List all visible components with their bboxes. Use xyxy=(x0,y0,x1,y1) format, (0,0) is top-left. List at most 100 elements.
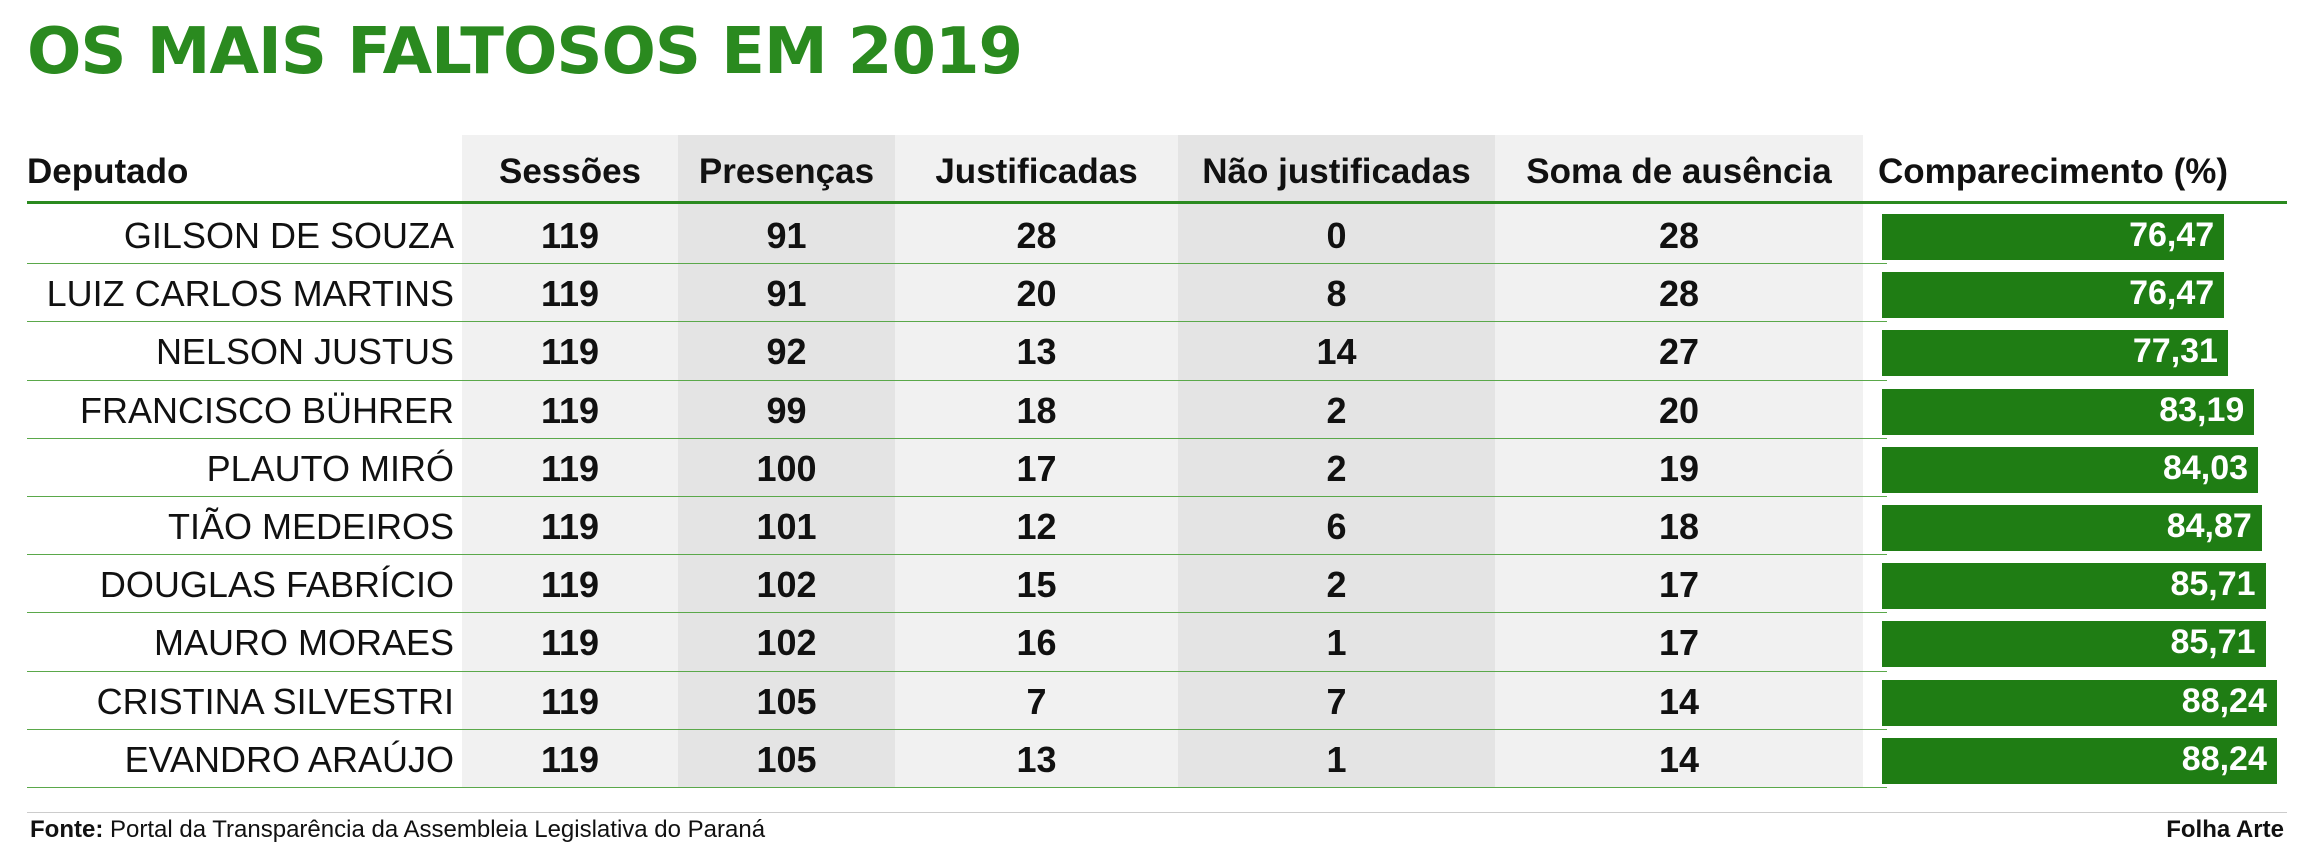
cell-justificadas: 7 xyxy=(1026,680,1047,722)
cell-soma-ausencia: 18 xyxy=(1658,506,1700,547)
source-text: Portal da Transparência da Assembleia Le… xyxy=(109,816,766,843)
attendance-bar xyxy=(1882,388,2255,435)
attendance-bar-label: 84,03 xyxy=(2162,448,2249,487)
attendance-bar xyxy=(1882,330,2228,377)
cell-nao-justificadas: 2 xyxy=(1326,389,1347,431)
source-note: Fonte: Portal da Transparência da Assemb… xyxy=(30,816,765,844)
row-divider xyxy=(27,670,1887,672)
row-divider xyxy=(27,263,1887,265)
row-divider xyxy=(27,612,1887,614)
attendance-bar-label: 88,24 xyxy=(2181,739,2267,778)
cell-sessoes: 119 xyxy=(540,564,600,606)
cell-presencas: 100 xyxy=(756,447,817,489)
cell-presencas: 102 xyxy=(756,622,817,664)
cell-soma-ausencia: 20 xyxy=(1658,389,1700,431)
cell-deputado: MAURO MORAES xyxy=(153,622,454,664)
cell-deputado: NELSON JUSTUS xyxy=(155,331,454,373)
cell-deputado: FRANCISCO BÜHRER xyxy=(79,389,454,431)
table-row: NELSON JUSTUS 119 92 13 14 27 77,31 xyxy=(0,322,2314,381)
cell-presencas: 91 xyxy=(766,215,807,256)
attendance-bar xyxy=(1882,737,2277,784)
cell-deputado: EVANDRO ARAÚJO xyxy=(124,738,454,780)
header-soma-ausencia: Soma de ausência xyxy=(1526,152,1832,191)
row-divider xyxy=(27,437,1887,439)
row-divider xyxy=(27,321,1887,323)
cell-justificadas: 16 xyxy=(1016,622,1057,664)
cell-presencas: 105 xyxy=(756,738,817,780)
cell-soma-ausencia: 28 xyxy=(1658,215,1700,256)
row-divider xyxy=(27,786,1887,788)
table-row: FRANCISCO BÜHRER 119 99 18 2 20 83,19 xyxy=(0,381,2314,439)
cell-deputado: DOUGLAS FABRÍCIO xyxy=(99,564,454,606)
attendance-bar xyxy=(1882,214,2225,260)
cell-sessoes: 119 xyxy=(540,738,600,780)
cell-soma-ausencia: 14 xyxy=(1658,738,1700,780)
cell-sessoes: 119 xyxy=(540,680,600,722)
cell-soma-ausencia: 17 xyxy=(1658,564,1700,606)
cell-presencas: 105 xyxy=(756,680,817,722)
table-row: MAURO MORAES 119 102 16 1 17 85,71 xyxy=(0,613,2314,672)
cell-justificadas: 12 xyxy=(1016,506,1057,547)
row-divider xyxy=(27,554,1887,556)
cell-deputado: PLAUTO MIRÓ xyxy=(206,447,454,489)
header-justificadas: Justificadas xyxy=(935,152,1138,191)
table-row: GILSON DE SOUZA 119 91 28 0 28 76,47 xyxy=(0,206,2314,265)
header-sessoes: Sessões xyxy=(498,152,642,191)
cell-deputado: LUIZ CARLOS MARTINS xyxy=(46,273,454,315)
column-shade-presences xyxy=(678,135,895,788)
header-comparecimento: Comparecimento (%) xyxy=(1878,152,2229,191)
table-row: CRISTINA SILVESTRI 119 105 7 7 14 88,24 xyxy=(0,672,2314,730)
cell-soma-ausencia: 27 xyxy=(1658,331,1700,373)
table-body: GILSON DE SOUZA 119 91 28 0 28 76,47 LUIZ CARLO… xyxy=(0,206,2314,788)
cell-sessoes: 119 xyxy=(540,331,600,373)
cell-presencas: 91 xyxy=(766,273,807,315)
attendance-bar xyxy=(1882,446,2259,493)
cell-nao-justificadas: 7 xyxy=(1326,680,1347,722)
cell-justificadas: 15 xyxy=(1016,564,1057,606)
cell-nao-justificadas: 6 xyxy=(1326,506,1347,547)
cell-deputado: CRISTINA SILVESTRI xyxy=(96,680,454,722)
cell-sessoes: 119 xyxy=(540,389,600,431)
attendance-bar-label: 85,71 xyxy=(2170,623,2256,662)
credit: Folha Arte xyxy=(2166,816,2284,843)
attendance-bar-label: 88,24 xyxy=(2181,681,2267,720)
cell-nao-justificadas: 1 xyxy=(1326,622,1347,664)
cell-nao-justificadas: 14 xyxy=(1316,331,1357,373)
attendance-bar xyxy=(1882,621,2266,668)
table-row: DOUGLAS FABRÍCIO 119 102 15 2 17 85,71 xyxy=(0,555,2314,614)
cell-nao-justificadas: 8 xyxy=(1326,273,1347,315)
cell-nao-justificadas: 1 xyxy=(1326,738,1347,780)
cell-sessoes: 119 xyxy=(540,506,600,547)
cell-nao-justificadas: 0 xyxy=(1326,215,1347,256)
attendance-bar xyxy=(1882,272,2225,319)
column-shade-unjustified xyxy=(1178,135,1495,788)
cell-presencas: 101 xyxy=(756,506,817,547)
cell-soma-ausencia: 28 xyxy=(1658,273,1700,315)
cell-soma-ausencia: 19 xyxy=(1658,447,1700,489)
cell-justificadas: 28 xyxy=(1016,215,1057,256)
cell-presencas: 92 xyxy=(766,331,807,373)
cell-presencas: 99 xyxy=(766,389,807,431)
table-row: LUIZ CARLOS MARTINS 119 91 20 8 28 76,47 xyxy=(0,264,2314,323)
header-nao-justificadas: Não justificadas xyxy=(1202,152,1471,191)
attendance-bar xyxy=(1882,505,2262,551)
cell-soma-ausencia: 14 xyxy=(1658,680,1700,722)
header-deputado: Deputado xyxy=(27,152,189,191)
attendance-bar-label: 77,31 xyxy=(2132,332,2218,371)
cell-deputado: TIÃO MEDEIROS xyxy=(167,506,454,547)
header-rule xyxy=(27,201,2287,204)
cell-justificadas: 18 xyxy=(1016,389,1057,431)
row-divider xyxy=(27,728,1887,730)
attendance-bar-label: 76,47 xyxy=(2129,274,2215,313)
cell-justificadas: 13 xyxy=(1016,738,1057,780)
attendance-bar-label: 85,71 xyxy=(2170,565,2256,604)
table-row: EVANDRO ARAÚJO 119 105 13 1 14 88,24 xyxy=(0,730,2314,788)
source-label: Fonte: xyxy=(30,816,104,843)
attendance-bar xyxy=(1882,563,2266,610)
cell-deputado: GILSON DE SOUZA xyxy=(123,215,454,256)
row-divider xyxy=(27,379,1887,381)
cell-justificadas: 20 xyxy=(1016,273,1057,315)
table-row: TIÃO MEDEIROS 119 101 12 6 18 84,87 xyxy=(0,497,2314,556)
cell-soma-ausencia: 17 xyxy=(1658,622,1700,664)
chart-title: OS MAIS FALTOSOS EM 2019 xyxy=(27,15,1023,89)
